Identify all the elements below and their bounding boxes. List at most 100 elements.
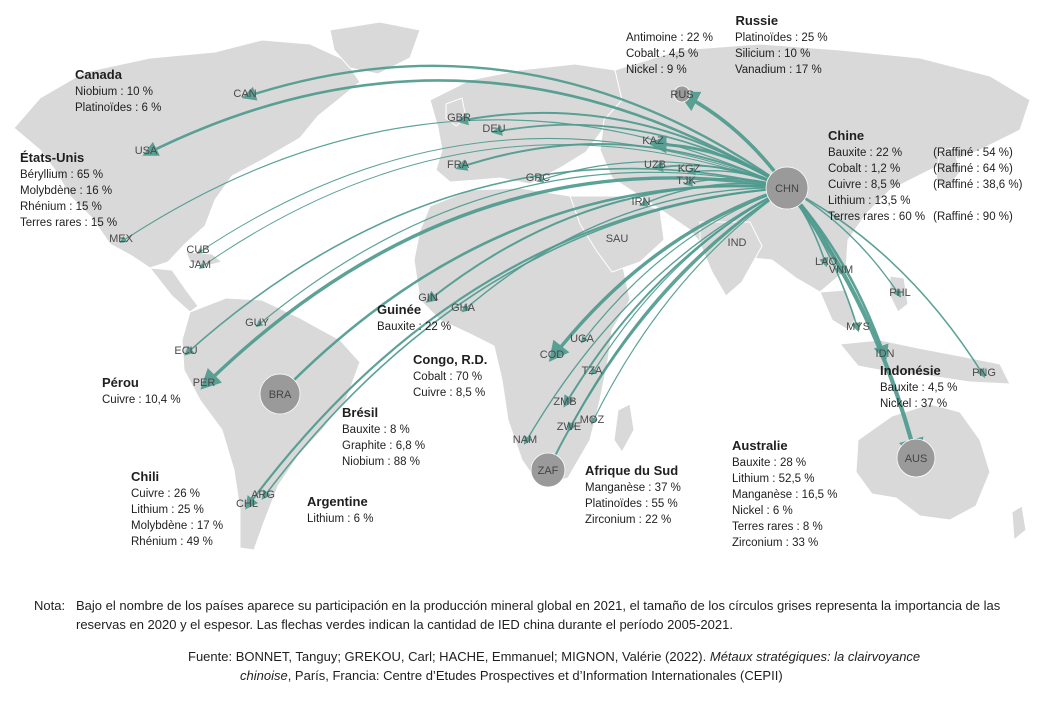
flow-arrow-fra	[455, 142, 788, 189]
country-title-chili: Chili	[131, 469, 160, 484]
source-title-part1: Métaux stratégiques: la clairvoyance	[709, 649, 921, 664]
flow-arrow-zaf	[546, 187, 788, 473]
flow-arrow-moz	[591, 187, 788, 425]
country-code-zmb: ZMB	[553, 396, 576, 408]
country-code-fra: FRA	[447, 159, 470, 171]
country-code-uzb: UZB	[644, 159, 666, 171]
country-code-sau: SAU	[606, 233, 629, 245]
reserve-circle-chn	[765, 166, 809, 210]
land-masses	[13, 21, 1031, 551]
australie-stat: Zirconium : 33 %	[732, 537, 819, 549]
chine-refined: (Raffiné : 38,6 %)	[933, 179, 1023, 191]
country-box-chine: Chine Bauxite : 22 % Cobalt : 1,2 % Cuiv…	[828, 127, 1022, 225]
russie-stat: Platinoïdes : 25 %	[734, 32, 828, 44]
flow-arrow-cod	[548, 186, 789, 363]
country-code-phl: PHL	[889, 287, 910, 299]
reserve-circle-bra	[259, 373, 301, 415]
flow-arrow-nam	[523, 187, 788, 445]
russie-stat: Nickel : 9 %	[626, 64, 687, 76]
country-code-mex: MEX	[109, 233, 134, 245]
canada-stat: Platinoïdes : 6 %	[75, 102, 162, 114]
country-box-perou: Pérou Cuivre : 10,4 %	[102, 374, 181, 408]
guinee-stat: Bauxite : 22 %	[377, 321, 452, 333]
country-code-jam: JAM	[189, 259, 211, 271]
country-box-indonesie: Indonésie Bauxite : 4,5 % Nickel : 37 %	[880, 362, 957, 412]
landmass-caribbean	[185, 251, 224, 267]
country-code-gin: GIN	[418, 292, 438, 304]
country-title-guinee: Guinée	[377, 302, 422, 317]
country-box-bresil: Brésil Bauxite : 8 % Graphite : 6,8 % Ni…	[342, 404, 425, 470]
perou-stat: Cuivre : 10,4 %	[102, 394, 181, 406]
country-box-canada: Canada Niobium : 10 % Platinoïdes : 6 %	[75, 66, 161, 116]
country-code-mys: MYS	[846, 321, 870, 333]
flow-arrow-aus	[784, 185, 924, 465]
flow-arrow-mex	[119, 119, 788, 243]
etats-unis-stat: Terres rares : 15 %	[20, 217, 118, 229]
chili-stat: Cuivre : 26 %	[131, 488, 201, 500]
flow-arrow-uga	[580, 187, 788, 344]
bresil-stat: Bauxite : 8 %	[342, 424, 410, 436]
country-code-arg: ARG	[251, 489, 275, 501]
australie-stat: Nickel : 6 %	[732, 505, 793, 517]
flow-arrow-usa	[142, 79, 789, 190]
country-code-idn: IDN	[876, 348, 895, 360]
australie-stat: Manganèse : 16,5 %	[732, 489, 838, 501]
note-text: Bajo el nombre de los países aparece su …	[76, 598, 1001, 632]
reserve-circles: RUS CHN BRA ZAF AUS	[259, 85, 936, 488]
country-title-canada: Canada	[75, 67, 122, 82]
flow-arrow-cub	[196, 137, 788, 254]
country-code-cub: CUB	[186, 244, 209, 256]
landmass-europe	[429, 63, 623, 185]
country-title-congo: Congo, R.D.	[413, 352, 488, 367]
source-title-part2: chinoise	[240, 668, 288, 683]
country-code-chl: CHL	[236, 498, 258, 510]
canada-stat: Niobium : 10 %	[75, 86, 153, 98]
source-suffix: , París, Francia: Centre d’Etudes Prospe…	[287, 668, 783, 683]
flow-arrow-png	[786, 187, 986, 379]
chine-refined	[933, 193, 1022, 209]
country-title-etats-unis: États-Unis	[20, 150, 85, 165]
flow-arrow-per	[200, 176, 789, 390]
country-code-irn: IRN	[632, 196, 651, 208]
australie-stat: Terres rares : 8 %	[732, 521, 823, 533]
chili-stat: Molybdène : 17 %	[131, 520, 224, 532]
indonesie-stat: Nickel : 37 %	[880, 398, 948, 410]
source-prefix: Fuente: BONNET, Tanguy; GREKOU, Carl; HA…	[188, 649, 707, 664]
reserve-circle-rus	[673, 85, 691, 103]
country-title-perou: Pérou	[102, 375, 139, 390]
country-title-bresil: Brésil	[342, 405, 379, 420]
etats-unis-stat: Béryllium : 65 %	[20, 169, 104, 181]
map-note: Nota: Bajo el nombre de los países apare…	[34, 596, 1004, 634]
country-code-nam: NAM	[513, 434, 537, 446]
note-label: Nota:	[34, 598, 66, 613]
chine-stat: Cobalt : 1,2 %	[828, 163, 901, 175]
country-title-chine: Chine	[828, 128, 865, 143]
country-code-ind: IND	[728, 237, 747, 249]
russie-stat: Antimoine : 22 %	[626, 32, 713, 44]
chili-stat: Lithium : 25 %	[131, 504, 204, 516]
reserve-code-chn: CHN	[775, 183, 799, 195]
afrique-du-sud-stat: Manganèse : 37 %	[585, 482, 681, 494]
chine-stat: Lithium : 13,5 %	[828, 195, 911, 207]
country-title-argentine: Argentine	[307, 494, 368, 509]
russie-stat: Vanadium : 17 %	[734, 64, 822, 76]
afrique-du-sud-stat: Platinoïdes : 55 %	[585, 498, 678, 510]
country-code-per: PER	[193, 377, 216, 389]
country-title-indonesie: Indonésie	[880, 363, 941, 378]
flow-arrow-can	[241, 64, 789, 190]
country-box-russie: Russie Antimoine : 22 % Cobalt : 4,5 % N…	[626, 12, 828, 78]
australie-stat: Bauxite : 28 %	[732, 457, 807, 469]
bresil-stat: Niobium : 88 %	[342, 456, 420, 468]
country-title-russie: Russie	[735, 13, 779, 28]
congo-stat: Cobalt : 70 %	[413, 371, 483, 383]
chine-stat: Bauxite : 22 %	[828, 147, 903, 159]
afrique-du-sud-stat: Zirconium : 22 %	[585, 514, 672, 526]
country-code-guy: GUY	[245, 317, 270, 329]
country-code-tjk: TJK	[676, 175, 696, 187]
bresil-stat: Graphite : 6,8 %	[342, 440, 426, 452]
reserve-code-zaf: ZAF	[538, 465, 559, 477]
flow-arrow-zmb	[563, 187, 788, 408]
country-code-gbr: GBR	[447, 112, 471, 124]
country-box-guinee: Guinée Bauxite : 22 %	[377, 301, 451, 335]
